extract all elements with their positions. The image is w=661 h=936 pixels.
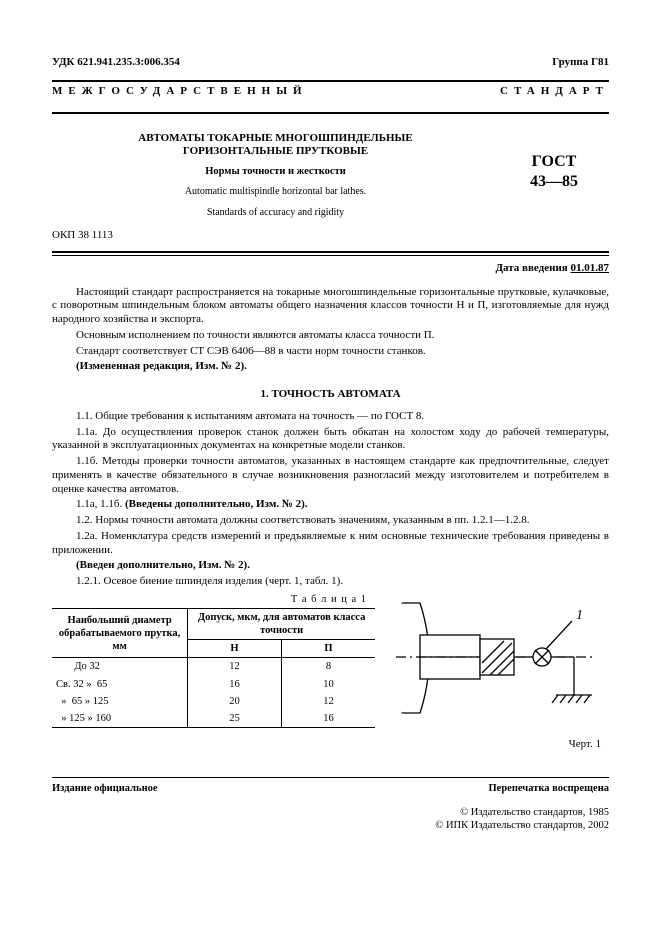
cell-h: 20 [188, 693, 282, 710]
figure-callout-1: 1 [576, 608, 583, 623]
date-label: Дата введения [495, 262, 570, 274]
gost-number: ГОСТ 43—85 [499, 132, 609, 220]
udk-code: УДК 621.941.235.3:006.354 [52, 56, 180, 70]
body-text: Настоящий стандарт распространяется на т… [52, 286, 609, 589]
rule-mid-thin [52, 255, 609, 256]
rule-top-2 [52, 112, 609, 114]
header-block: АВТОМАТЫ ТОКАРНЫЕ МНОГОШПИНДЕЛЬНЫЕ ГОРИЗ… [52, 132, 609, 220]
title-ru-line1: АВТОМАТЫ ТОКАРНЫЕ МНОГОШПИНДЕЛЬНЫЕ [52, 132, 499, 146]
copyright-block: © Издательство стандартов, 1985 © ИПК Из… [52, 806, 609, 832]
footer-right: Перепечатка воспрещена [489, 782, 609, 795]
th-tolerance: Допуск, мкм, для автоматов класса точнос… [188, 609, 375, 640]
group-code: Группа Г81 [552, 56, 609, 70]
footer-left: Издание официальное [52, 782, 158, 795]
gost-label: ГОСТ [499, 152, 609, 172]
title-en-line2: Standards of accuracy and rigidity [52, 207, 499, 220]
cell-label: » 125 » 160 [52, 710, 188, 728]
table-caption: Т а б л и ц а 1 [52, 593, 375, 606]
page: УДК 621.941.235.3:006.354 Группа Г81 МЕЖ… [0, 0, 661, 936]
effective-date: Дата введения 01.01.87 [52, 262, 609, 276]
figure-column: 1 Черт. 1 [375, 593, 609, 752]
okp-code: ОКП 38 1113 [52, 229, 609, 243]
cell-p: 12 [281, 693, 375, 710]
subtitle-ru: Нормы точности и жесткости [52, 165, 499, 178]
para-1-2-1: 1.2.1. Осевое биение шпинделя изделия (ч… [52, 575, 609, 589]
footer-rule [52, 777, 609, 778]
cell-label: Св. 32 » 65 [52, 676, 188, 693]
date-value: 01.01.87 [571, 262, 610, 274]
para-1-2: 1.2. Нормы точности автомата должны соот… [52, 514, 609, 528]
header-left: АВТОМАТЫ ТОКАРНЫЕ МНОГОШПИНДЕЛЬНЫЕ ГОРИЗ… [52, 132, 499, 220]
para-1-1ab-note: 1.1а, 1.1б. (Введены дополнительно, Изм.… [52, 498, 609, 512]
para-1-1b: 1.1б. Методы проверки точности автоматов… [52, 455, 609, 496]
para-default-accuracy: Основным исполнением по точности являютс… [52, 329, 609, 343]
th-class-p: П [281, 640, 375, 658]
section-1-title: 1. ТОЧНОСТЬ АВТОМАТА [52, 388, 609, 402]
th-diameter: Наибольший диаметр обрабатываемого прутк… [52, 609, 188, 658]
table-row: » 125 » 160 25 16 [52, 710, 375, 728]
rule-mid-thick [52, 251, 609, 253]
cell-h: 25 [188, 710, 282, 728]
copyright-1985: © Издательство стандартов, 1985 [52, 806, 609, 819]
tolerance-table: Наибольший диаметр обрабатываемого прутк… [52, 608, 375, 728]
table-row: Св. 32 » 65 16 10 [52, 676, 375, 693]
para-1-1: 1.1. Общие требования к испытаниям автом… [52, 410, 609, 424]
table-and-figure: Т а б л и ц а 1 Наибольший диаметр обраб… [52, 593, 609, 752]
para-1-1a: 1.1а. До осуществления проверок станок д… [52, 426, 609, 454]
top-row: УДК 621.941.235.3:006.354 Группа Г81 [52, 56, 609, 70]
th-class-h: Н [188, 640, 282, 658]
para-scope: Настоящий стандарт распространяется на т… [52, 286, 609, 327]
interstate-standard-banner: МЕЖГОСУДАРСТВЕННЫЙ СТАНДАРТ [52, 82, 609, 102]
para-sev: Стандарт соответствует СТ СЭВ 6406—88 в … [52, 345, 609, 359]
cell-label: » 65 » 125 [52, 693, 188, 710]
para-1-2a: 1.2а. Номенклатура средств измерений и п… [52, 530, 609, 558]
cell-h: 16 [188, 676, 282, 693]
copyright-2002: © ИПК Издательство стандартов, 2002 [52, 819, 609, 832]
para-amendment-1: (Измененная редакция, Изм. № 2). [52, 360, 609, 374]
figure-1-svg: 1 [396, 593, 596, 723]
cell-p: 16 [281, 710, 375, 728]
table-row: » 65 » 125 20 12 [52, 693, 375, 710]
footer-row: Издание официальное Перепечатка воспреще… [52, 782, 609, 795]
figure-caption: Черт. 1 [383, 738, 609, 752]
table-row: До 32 12 8 [52, 658, 375, 676]
cell-h: 12 [188, 658, 282, 676]
para-amendment-2: (Введен дополнительно, Изм. № 2). [52, 559, 609, 573]
cell-p: 10 [281, 676, 375, 693]
title-en-line1: Automatic multispindle horizontal bar la… [52, 186, 499, 199]
cell-p: 8 [281, 658, 375, 676]
title-ru-line2: ГОРИЗОНТАЛЬНЫЕ ПРУТКОВЫЕ [52, 145, 499, 159]
table-column: Т а б л и ц а 1 Наибольший диаметр обраб… [52, 593, 375, 728]
cell-label: До 32 [52, 658, 188, 676]
gost-value: 43—85 [499, 172, 609, 192]
